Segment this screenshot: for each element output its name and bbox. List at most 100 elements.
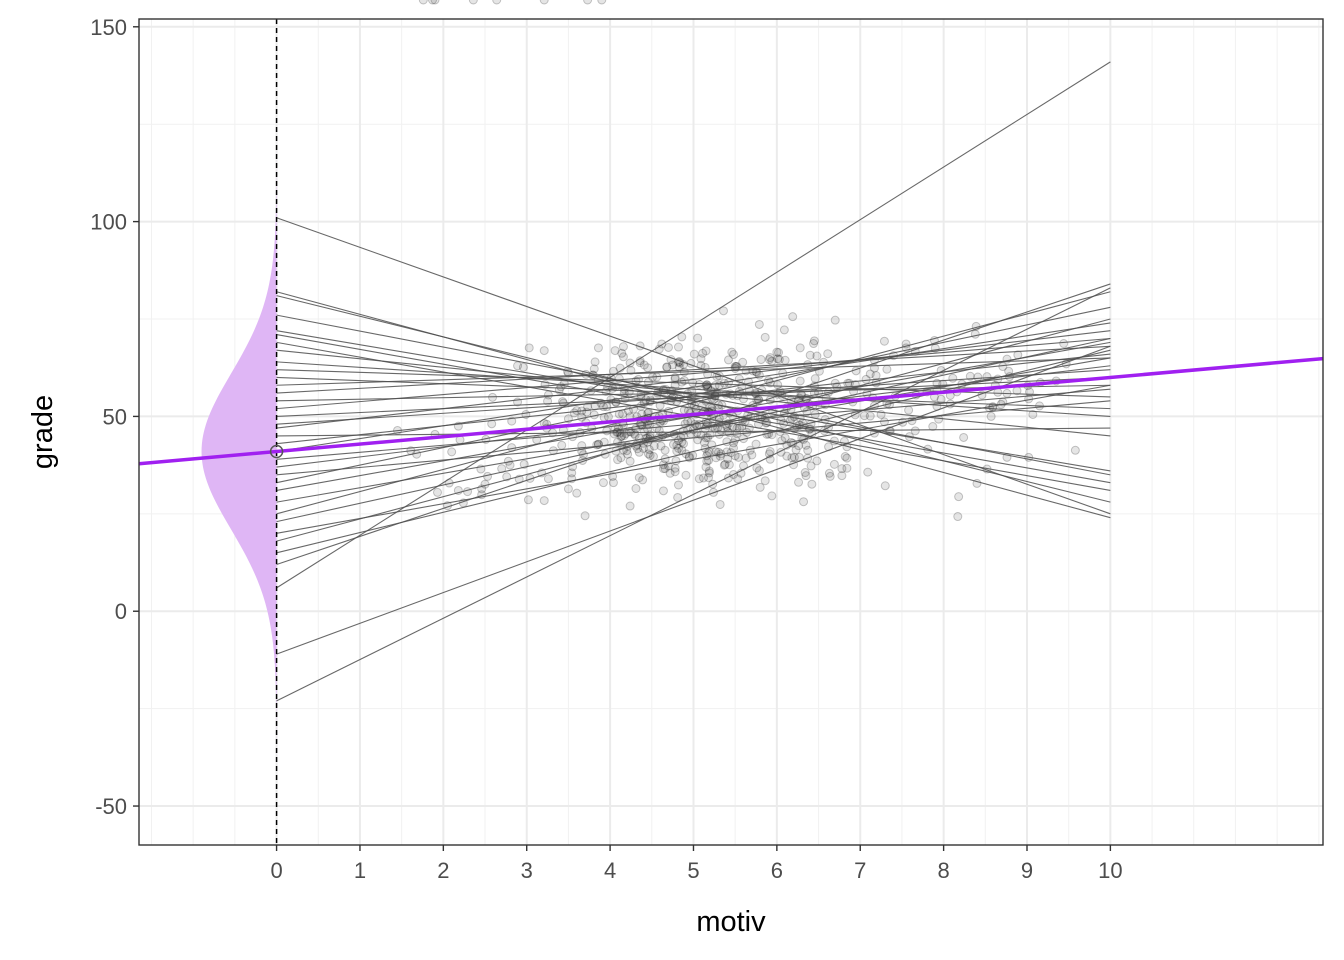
y-axis: -50 0 50 100 150 — [90, 15, 139, 819]
data-point — [823, 349, 833, 359]
group-line — [276, 330, 1111, 472]
data-point — [787, 453, 797, 463]
data-point — [711, 447, 721, 457]
data-point — [741, 453, 751, 463]
data-point — [643, 449, 653, 459]
data-point — [774, 355, 784, 365]
data-point — [800, 468, 810, 478]
data-point — [789, 452, 799, 462]
data-point — [701, 462, 711, 472]
data-point — [619, 431, 629, 441]
data-point — [618, 409, 628, 419]
group-line — [276, 287, 1111, 702]
data-point — [663, 342, 673, 352]
data-point — [863, 467, 873, 477]
data-point — [773, 354, 783, 364]
group-line — [276, 322, 1111, 453]
data-point — [648, 452, 658, 462]
data-point — [824, 468, 834, 478]
data-point — [724, 460, 734, 470]
data-point — [658, 486, 668, 496]
data-point — [772, 347, 782, 357]
data-point — [572, 406, 582, 416]
data-point — [812, 456, 822, 466]
x-tick-label: 1 — [354, 858, 366, 883]
data-point — [625, 358, 635, 368]
group-regression-lines — [276, 61, 1111, 702]
data-point — [777, 436, 787, 446]
x-tick-label: 2 — [437, 858, 449, 883]
data-point — [780, 433, 790, 443]
data-point — [910, 426, 920, 436]
data-point — [418, 0, 428, 5]
data-point — [882, 364, 892, 374]
y-tick-label: 150 — [90, 15, 127, 40]
data-point — [638, 443, 648, 453]
intercept-density — [201, 124, 277, 775]
group-line — [276, 306, 1111, 484]
data-point — [954, 492, 964, 502]
data-point — [720, 459, 730, 469]
data-point — [677, 332, 687, 342]
x-tick-label: 0 — [270, 858, 282, 883]
data-point — [674, 362, 684, 372]
data-point — [803, 445, 813, 455]
data-point — [708, 479, 718, 489]
data-point — [779, 325, 789, 335]
group-line — [276, 345, 1111, 655]
data-point — [837, 464, 847, 474]
data-point — [563, 484, 573, 494]
data-point — [782, 451, 792, 461]
data-point — [719, 460, 729, 470]
data-point — [727, 347, 737, 357]
data-point — [738, 357, 748, 367]
data-point — [463, 487, 473, 497]
data-point — [716, 425, 726, 435]
data-point — [801, 471, 811, 481]
data-point — [598, 478, 608, 488]
data-point — [715, 499, 725, 509]
data-point — [613, 455, 623, 465]
data-point — [745, 445, 755, 455]
data-point — [696, 354, 706, 364]
data-point — [634, 473, 644, 483]
x-tick-label: 6 — [771, 858, 783, 883]
data-point — [724, 355, 733, 365]
y-tick-label: -50 — [95, 794, 127, 819]
data-point — [539, 346, 549, 356]
data-point — [1070, 445, 1080, 455]
data-point — [791, 445, 801, 455]
data-point — [730, 451, 740, 461]
data-point — [670, 463, 680, 473]
intercept-marker — [269, 444, 284, 459]
group-line — [276, 345, 1111, 394]
data-point — [567, 468, 577, 478]
data-point — [673, 492, 683, 502]
data-point — [433, 487, 442, 497]
data-point — [773, 380, 783, 390]
group-line — [276, 427, 1111, 437]
x-tick-label: 5 — [687, 858, 699, 883]
data-point — [668, 360, 678, 370]
group-line — [276, 384, 1111, 534]
data-point — [737, 421, 747, 431]
data-point — [668, 439, 678, 449]
data-point — [704, 468, 714, 478]
data-point — [670, 467, 680, 477]
data-point — [879, 336, 889, 346]
group-line — [276, 369, 1111, 398]
data-point — [645, 450, 655, 460]
x-tick-label: 3 — [521, 858, 533, 883]
data-point — [734, 452, 743, 462]
data-point — [688, 378, 698, 388]
data-point — [699, 438, 709, 448]
data-point — [694, 474, 704, 484]
data-point — [754, 319, 764, 329]
data-point — [859, 411, 869, 421]
data-point — [617, 348, 627, 358]
data-point — [447, 447, 457, 457]
data-point — [795, 343, 805, 353]
data-point — [557, 440, 567, 450]
data-point — [801, 440, 811, 450]
